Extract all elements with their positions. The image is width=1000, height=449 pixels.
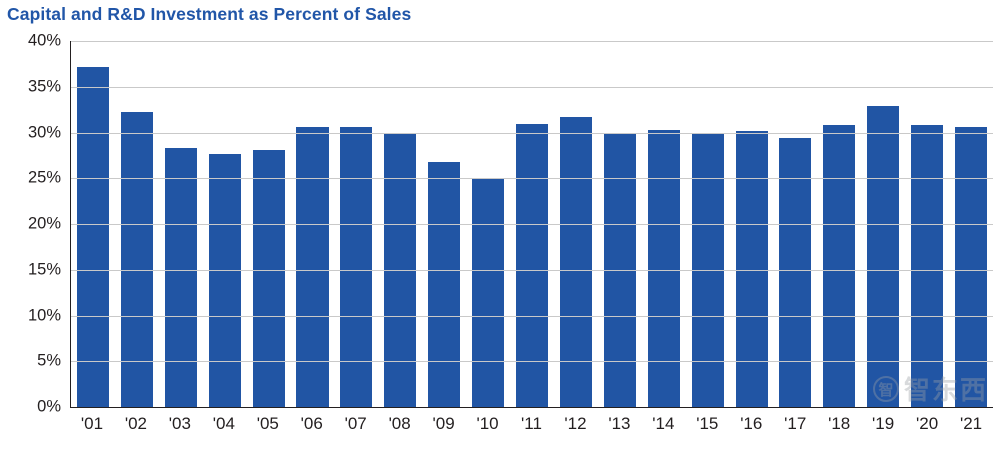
plot-area (70, 41, 993, 408)
y-axis: 40% 35% 30% 25% 20% 15% 10% 5% 0% (0, 32, 70, 416)
x-tick-label: '06 (300, 414, 323, 433)
bar-slot (334, 41, 378, 407)
chart-title: Capital and R&D Investment as Percent of… (7, 4, 412, 24)
bar-slot (422, 41, 466, 407)
y-tick-label: 15% (27, 260, 61, 279)
x-tick-label: '04 (212, 414, 235, 433)
bar-slot (730, 41, 774, 407)
bar-16 (735, 130, 768, 407)
bar-20 (911, 125, 944, 407)
bar-11 (515, 124, 549, 407)
x-tick-label: '02 (124, 414, 147, 433)
bar-21 (955, 127, 988, 407)
x-tick-label: '21 (959, 414, 983, 433)
y-tick-label: 20% (27, 214, 61, 233)
y-tick-label: 10% (27, 306, 61, 324)
x-tick-label: '05 (256, 414, 279, 433)
x-tick-label: '17 (784, 414, 807, 433)
x-tick-label: '11 (521, 414, 542, 433)
bar-18 (823, 125, 856, 407)
gridline (71, 86, 993, 88)
x-tick-label: '12 (564, 414, 587, 433)
chart-area: 40% 35% 30% 25% 20% 15% 10% 5% 0% (0, 32, 1000, 416)
gridline (71, 178, 993, 180)
x-tick-label: '09 (432, 414, 455, 433)
gridline (71, 361, 993, 363)
gridline (71, 132, 993, 134)
x-tick-label: '14 (652, 414, 675, 433)
x-tick-label: '20 (916, 414, 939, 433)
bar-slot (949, 41, 993, 407)
bar-slot (291, 41, 335, 407)
bar-slot (115, 41, 159, 407)
gridline (71, 269, 993, 271)
y-tick-label: 25% (27, 168, 61, 187)
bar-slot (247, 41, 291, 407)
x-tick-label: '13 (608, 414, 631, 433)
x-tick-label: '16 (740, 414, 763, 433)
bar-slot (817, 41, 861, 407)
bar-slot (159, 41, 203, 407)
gridline (71, 224, 993, 225)
x-tick-label: '10 (476, 414, 499, 433)
y-tick-label: 30% (27, 123, 61, 141)
x-tick-label: '18 (828, 414, 851, 433)
bar-slot (71, 41, 115, 407)
bar-slot (905, 41, 949, 407)
bar-02 (120, 112, 153, 407)
bar-14 (647, 129, 680, 407)
bar-05 (252, 149, 285, 407)
bar-19 (867, 105, 900, 407)
y-tick-label: 0% (37, 397, 61, 416)
gridline (71, 41, 993, 42)
gridline (71, 315, 993, 317)
bar-slot (510, 41, 554, 407)
bar-slot (203, 41, 247, 407)
x-tick-label: '01 (80, 414, 104, 433)
y-tick-label: 35% (27, 77, 61, 96)
bar-slot (466, 41, 510, 407)
bar-slot (554, 41, 598, 407)
y-tick-label: 40% (27, 31, 61, 50)
x-tick-label: '15 (696, 414, 719, 433)
bar-slot (861, 41, 905, 407)
bar-06 (296, 127, 329, 407)
x-tick-label: '07 (344, 414, 367, 433)
bar-03 (164, 148, 197, 407)
y-tick-label: 5% (37, 351, 61, 370)
bar-slot (642, 41, 686, 407)
bar-04 (208, 154, 241, 407)
bar-10 (472, 178, 505, 407)
bar-01 (76, 66, 109, 407)
x-tick-label: '03 (168, 414, 191, 433)
x-tick-label: '19 (872, 414, 895, 433)
x-axis: '01 '02 '03 '04 '05 '06 '07 '08 '09 '10 '11 '12 '13 '… (70, 409, 993, 434)
x-tick-label: '08 (388, 414, 411, 433)
bar-12 (559, 116, 592, 407)
bar-09 (428, 161, 461, 407)
bar-07 (340, 127, 373, 407)
